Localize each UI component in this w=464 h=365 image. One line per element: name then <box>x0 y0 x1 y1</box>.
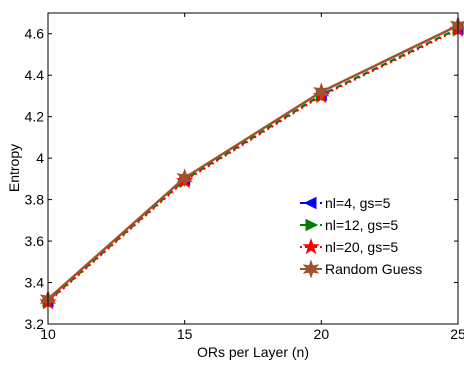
legend-marker <box>303 196 317 210</box>
data-point <box>313 82 330 102</box>
series-layer <box>39 15 464 310</box>
y-tick-label: 4.2 <box>25 109 45 125</box>
plot-frame <box>47 12 459 325</box>
y-tick-label: 3.4 <box>25 275 45 291</box>
legend-label: Random Guess <box>325 261 422 277</box>
x-tick-label: 20 <box>314 326 330 342</box>
y-tick-label: 3.2 <box>25 316 45 332</box>
series-line <box>47 28 459 303</box>
legend-label: nl=20, gs=5 <box>325 239 398 255</box>
y-axis-ticks: 3.2 3.4 3.6 3.8 4 4.2 4.4 4.6 <box>25 26 458 332</box>
x-tick-label: 25 <box>450 326 464 342</box>
series-line <box>47 24 459 301</box>
y-tick-label: 3.8 <box>25 192 45 208</box>
y-tick-label: 4.6 <box>25 26 45 42</box>
legend-marker <box>305 218 319 232</box>
x-tick-label: 10 <box>40 326 56 342</box>
legend-marker <box>302 237 320 255</box>
y-tick-label: 3.6 <box>25 233 45 249</box>
legend: nl=4, gs=5 nl=12, gs=5 nl=20, gs=5 Random G… <box>300 195 422 279</box>
plot-area <box>48 13 458 324</box>
series-line <box>47 27 459 302</box>
data-point <box>176 168 193 188</box>
x-axis-label: ORs per Layer (n) <box>197 344 309 360</box>
legend-label: nl=12, gs=5 <box>325 217 398 233</box>
y-tick-label: 4 <box>36 150 44 166</box>
x-tick-label: 15 <box>177 326 193 342</box>
y-axis-label: Entropy <box>6 144 22 192</box>
legend-label: nl=4, gs=5 <box>325 195 391 211</box>
y-tick-label: 4.4 <box>25 67 45 83</box>
legend-marker <box>302 259 320 279</box>
